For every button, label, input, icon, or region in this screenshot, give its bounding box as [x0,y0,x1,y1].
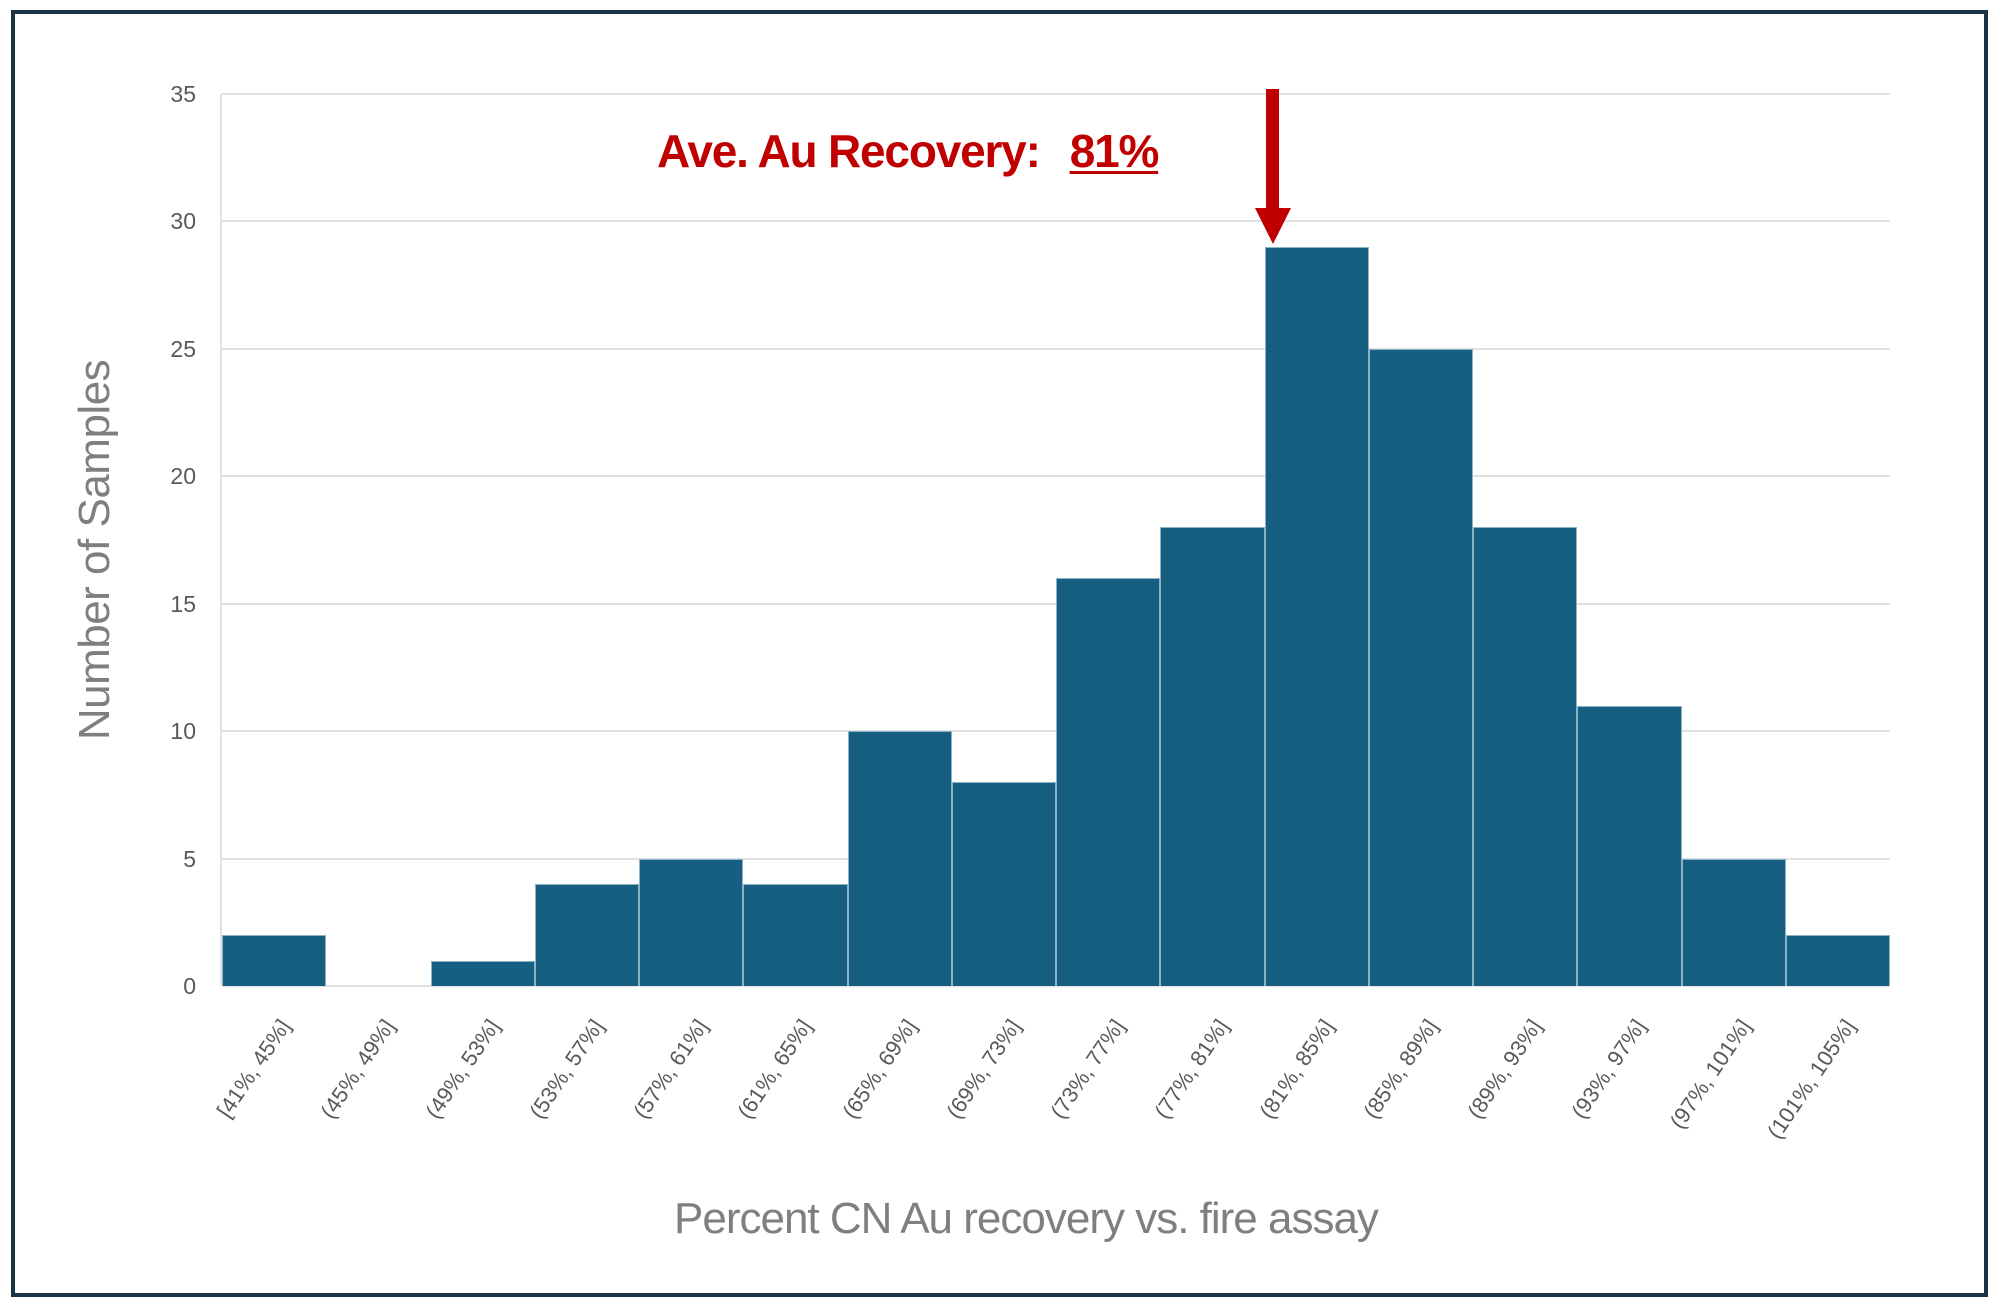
histogram-bar [1577,705,1682,986]
gridline [222,985,1890,987]
gridline [222,347,1890,350]
gridline [222,93,1890,96]
histogram-bar [743,884,848,986]
histogram-bar [1681,858,1786,986]
y-axis-title: Number of Samples [70,359,119,741]
chart-frame [11,10,1988,1297]
histogram-bar [951,782,1056,986]
gridline [222,475,1890,478]
y-tick-label: 25 [170,335,196,362]
histogram-bar [1473,527,1578,986]
histogram-bar [430,960,535,986]
x-axis-title: Percent CN Au recovery vs. fire assay [674,1194,1379,1243]
annotation-value: 81% [1069,125,1160,177]
annotation-label: Ave. Au Recovery: [657,125,1041,177]
y-tick-label: 15 [170,590,196,617]
y-axis-line [220,94,222,986]
histogram-bar [1368,348,1473,986]
y-tick-label: 5 [183,845,196,872]
y-tick-label: 30 [170,208,196,235]
arrow-head-icon [1255,208,1291,244]
histogram-bar [534,884,639,986]
gridline [222,220,1890,223]
y-tick-label: 0 [183,973,196,999]
plot-area [220,93,1890,987]
histogram-bar [222,935,327,986]
histogram-bar [639,858,744,986]
average-recovery-annotation: Ave. Au Recovery: 81% [657,124,1160,178]
histogram-bar [847,731,952,986]
y-tick-label: 35 [170,81,196,107]
down-arrow-icon [1266,89,1279,211]
y-tick-label: 10 [170,718,196,745]
histogram-bar [1160,527,1265,986]
histogram-bar [1056,578,1161,986]
histogram-bar [1785,935,1890,986]
y-tick-label: 20 [170,463,196,490]
histogram-bar [1264,246,1369,986]
